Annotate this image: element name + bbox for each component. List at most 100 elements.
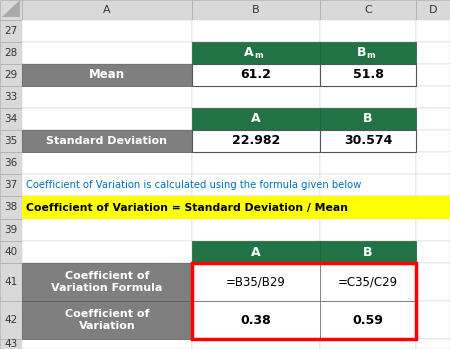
Text: 0.38: 0.38 xyxy=(241,313,271,327)
Bar xyxy=(192,64,320,86)
Text: Variation: Variation xyxy=(79,321,135,331)
Text: =C35/C29: =C35/C29 xyxy=(338,275,398,289)
Bar xyxy=(320,20,416,42)
Text: B: B xyxy=(356,46,366,59)
Bar xyxy=(22,196,450,219)
Bar xyxy=(22,263,192,301)
Text: 30.574: 30.574 xyxy=(344,134,392,148)
Bar xyxy=(416,241,450,263)
Text: Coefficient of: Coefficient of xyxy=(65,309,149,319)
Text: A: A xyxy=(244,46,254,59)
Text: A: A xyxy=(251,245,261,259)
Bar xyxy=(192,263,416,339)
Bar xyxy=(22,42,192,64)
Text: 0.59: 0.59 xyxy=(352,313,383,327)
Bar xyxy=(0,339,22,349)
Text: =B35/B29: =B35/B29 xyxy=(226,275,286,289)
Bar xyxy=(192,174,320,196)
Text: 28: 28 xyxy=(4,48,18,58)
Bar xyxy=(192,219,320,241)
Bar xyxy=(192,86,320,108)
Bar xyxy=(192,241,320,263)
Text: Standard Deviation: Standard Deviation xyxy=(46,136,167,146)
Text: 61.2: 61.2 xyxy=(241,68,271,82)
Bar xyxy=(416,42,450,64)
Bar xyxy=(416,263,450,301)
Bar xyxy=(320,130,416,152)
Bar xyxy=(0,219,22,241)
Bar xyxy=(192,108,320,130)
Text: m: m xyxy=(255,52,263,60)
Bar xyxy=(416,174,450,196)
Bar xyxy=(416,152,450,174)
Bar xyxy=(22,339,192,349)
Bar xyxy=(320,130,416,152)
Bar xyxy=(0,174,22,196)
Bar xyxy=(0,196,22,219)
Bar xyxy=(22,174,192,196)
Bar xyxy=(22,241,192,263)
Bar xyxy=(416,64,450,86)
Bar xyxy=(192,152,320,174)
Bar xyxy=(416,86,450,108)
Bar xyxy=(22,263,192,301)
Text: B: B xyxy=(252,5,260,15)
Bar xyxy=(192,301,320,339)
Bar xyxy=(22,108,192,130)
Bar xyxy=(0,64,22,86)
Text: 27: 27 xyxy=(4,26,18,36)
Text: 41: 41 xyxy=(4,277,18,287)
Text: m: m xyxy=(367,52,375,60)
Bar xyxy=(320,0,416,20)
Bar xyxy=(22,20,192,42)
Text: B: B xyxy=(363,245,373,259)
Text: C: C xyxy=(364,5,372,15)
Text: 40: 40 xyxy=(4,247,18,257)
Text: B: B xyxy=(363,112,373,126)
Bar xyxy=(192,64,320,86)
Bar xyxy=(416,0,450,20)
Bar xyxy=(320,301,416,339)
Text: 39: 39 xyxy=(4,225,18,235)
Bar xyxy=(320,152,416,174)
Bar xyxy=(22,64,192,86)
Bar xyxy=(192,263,320,301)
Bar xyxy=(320,108,416,130)
Bar xyxy=(192,0,320,20)
Bar xyxy=(0,0,22,20)
Bar xyxy=(320,339,416,349)
Text: 43: 43 xyxy=(4,339,18,349)
Bar xyxy=(320,108,416,130)
Bar xyxy=(416,339,450,349)
Text: 38: 38 xyxy=(4,202,18,213)
Text: A: A xyxy=(251,112,261,126)
Bar xyxy=(320,301,416,339)
Bar xyxy=(22,152,192,174)
Bar xyxy=(320,42,416,64)
Text: Coefficient of Variation = Standard Deviation / Mean: Coefficient of Variation = Standard Devi… xyxy=(26,202,348,213)
Bar xyxy=(416,20,450,42)
Bar xyxy=(0,241,22,263)
Text: A: A xyxy=(103,5,111,15)
Bar xyxy=(22,130,192,152)
Bar xyxy=(192,263,320,301)
Text: 29: 29 xyxy=(4,70,18,80)
Bar xyxy=(22,301,192,339)
Bar xyxy=(192,20,320,42)
Bar xyxy=(192,196,320,219)
Bar xyxy=(192,301,320,339)
Bar xyxy=(320,196,416,219)
Bar xyxy=(22,86,192,108)
Text: 33: 33 xyxy=(4,92,18,102)
Bar xyxy=(0,301,22,339)
Polygon shape xyxy=(2,0,20,17)
Bar xyxy=(416,301,450,339)
Text: 37: 37 xyxy=(4,180,18,190)
Bar xyxy=(320,64,416,86)
Bar xyxy=(416,196,450,219)
Bar xyxy=(192,108,320,130)
Bar xyxy=(320,241,416,263)
Bar xyxy=(320,174,416,196)
Bar xyxy=(0,108,22,130)
Bar xyxy=(192,42,320,64)
